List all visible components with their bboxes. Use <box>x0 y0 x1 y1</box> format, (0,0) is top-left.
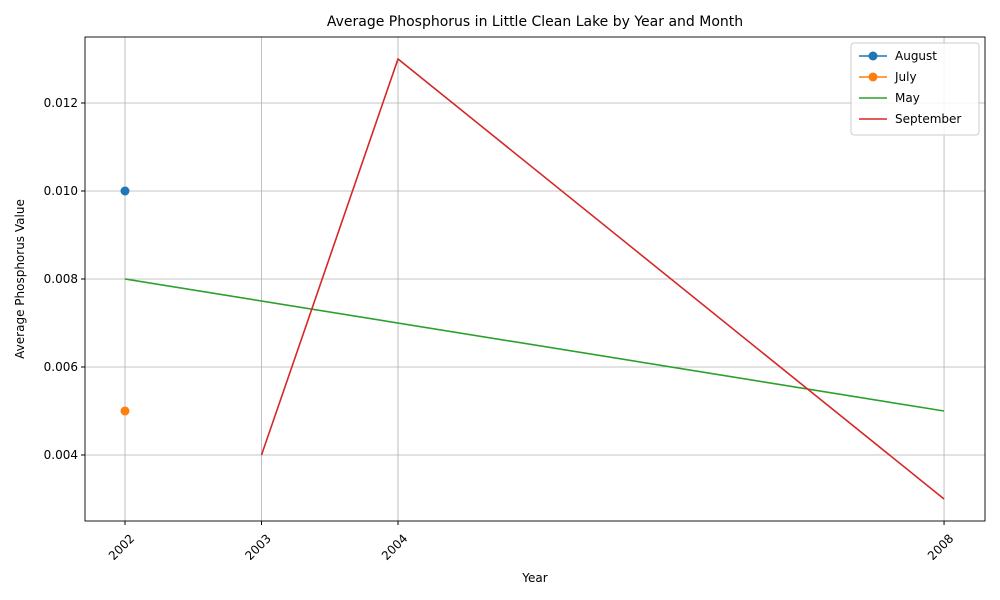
plot-frame <box>84 36 986 522</box>
legend-label: September <box>895 112 961 126</box>
legend-box <box>850 42 980 136</box>
y-tick-label: 0.012 <box>44 96 78 110</box>
legend-label: July <box>894 70 917 84</box>
x-tick-label: 2008 <box>925 531 956 562</box>
x-tick-label: 2004 <box>379 531 410 562</box>
y-axis-label: Average Phosphorus Value <box>13 199 27 359</box>
legend-label: May <box>895 91 920 105</box>
y-tick-label: 0.006 <box>44 360 78 374</box>
series-line <box>124 278 945 412</box>
y-tick-label: 0.004 <box>44 448 78 462</box>
legend-marker <box>868 72 878 82</box>
x-tick-label: 2003 <box>242 531 273 562</box>
x-axis-label: Year <box>521 571 547 585</box>
legend-marker <box>868 51 878 61</box>
point <box>120 186 130 196</box>
chart-title: Average Phosphorus in Little Clean Lake … <box>327 14 743 30</box>
legend-label: August <box>895 49 937 63</box>
series-line <box>260 57 945 500</box>
point <box>120 406 130 416</box>
y-tick-label: 0.010 <box>44 184 78 198</box>
y-tick-label: 0.008 <box>44 272 78 286</box>
x-tick-label: 2002 <box>106 531 137 562</box>
